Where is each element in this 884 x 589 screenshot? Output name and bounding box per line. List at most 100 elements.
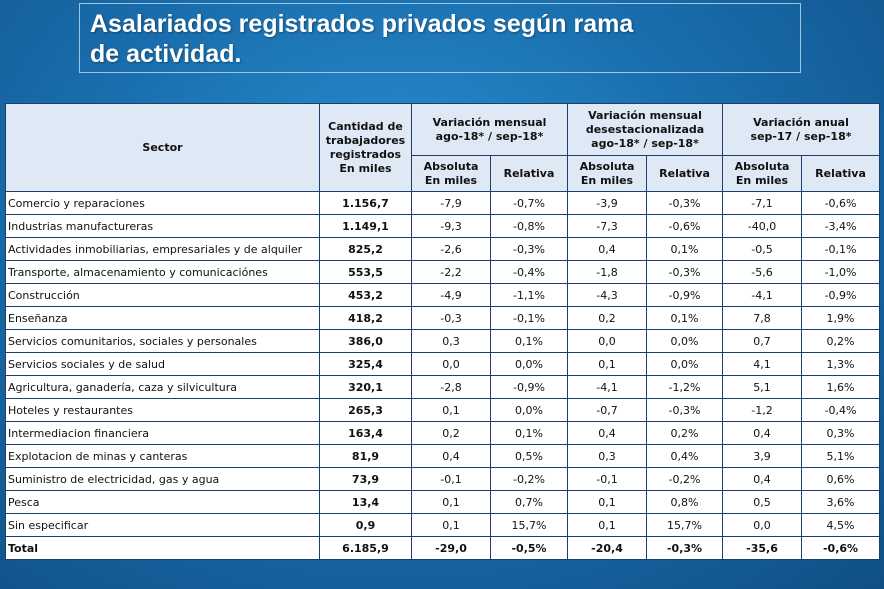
header-row-top: Sector Cantidad de trabajadores registrado… [5,103,881,192]
monthly-rel-cell: -0,1% [489,306,569,330]
sector-cell: Industrias manufactureras [5,214,320,238]
annual-abs-cell: -4,1 [722,283,803,307]
monthly-rel-cell: 0,5% [489,444,569,468]
deseason-abs-cell: 0,4 [567,421,648,445]
annual-abs-cell: -0,5 [722,237,803,261]
header-relative: Relativa [646,155,724,192]
header-relative: Relativa [801,155,881,192]
deseason-abs-cell: 0,0 [567,329,648,353]
sector-cell: Servicios comunitarios, sociales y perso… [5,329,320,353]
annual-rel-cell: 0,3% [801,421,881,445]
annual-abs-cell: 0,5 [722,490,803,514]
deseason-rel-cell: -0,3% [646,260,724,284]
monthly-abs-cell: 0,1 [411,513,491,537]
annual-rel-cell: -0,6% [801,191,881,215]
quantity-cell: 265,3 [319,398,412,422]
deseason-rel-cell: -1,2% [646,375,724,399]
table-row: Explotacion de minas y canteras 81,9 0,4 0,… [5,444,881,468]
deseason-rel-cell: -0,3% [646,191,724,215]
total-row: Total 6.185,9 -29,0 -0,5% -20,4 -0,3% -35,6 -0,… [5,536,881,560]
header-sector: Sector [5,103,320,192]
monthly-rel-cell: 0,0% [489,398,569,422]
monthly-rel-cell: -0,2% [489,467,569,491]
title-line-2: de actividad. [90,40,242,68]
table-row: Enseñanza 418,2 -0,3 -0,1% 0,2 0,1% 7,8 1,9% [5,306,881,330]
deseason-abs-cell: -4,3 [567,283,648,307]
annual-rel-cell: 1,6% [801,375,881,399]
deseason-abs-cell: -0,1 [567,467,648,491]
table-row: Hoteles y restaurantes 265,3 0,1 0,0% -0,7 -0… [5,398,881,422]
table-row: Transporte, almacenamiento y comunicació… [5,260,881,284]
total-deseason-abs: -20,4 [567,536,648,560]
sector-cell: Sin especificar [5,513,320,537]
header-absolute: Absoluta En miles [567,155,648,192]
annual-abs-cell: 0,7 [722,329,803,353]
table-row: Agricultura, ganadería, caza y silvicult… [5,375,881,399]
monthly-rel-cell: -0,7% [489,191,569,215]
sector-cell: Hoteles y restaurantes [5,398,320,422]
title-line-1: Asalariados registrados privados según r… [90,10,634,38]
sector-cell: Transporte, almacenamiento y comunicació… [5,260,320,284]
monthly-abs-cell: 0,4 [411,444,491,468]
quantity-cell: 81,9 [319,444,412,468]
monthly-abs-cell: -4,9 [411,283,491,307]
deseason-abs-cell: 0,1 [567,352,648,376]
deseason-abs-cell: 0,4 [567,237,648,261]
quantity-cell: 325,4 [319,352,412,376]
monthly-abs-cell: 0,1 [411,490,491,514]
table-row: Industrias manufactureras 1.149,1 -9,3 -0,8… [5,214,881,238]
sector-cell: Intermediacion financiera [5,421,320,445]
header-relative: Relativa [489,155,569,192]
annual-abs-cell: 0,4 [722,421,803,445]
quantity-cell: 453,2 [319,283,412,307]
annual-abs-cell: 7,8 [722,306,803,330]
employment-table: Sector Cantidad de trabajadores registrado… [5,103,881,560]
total-quantity: 6.185,9 [319,536,412,560]
deseason-rel-cell: 0,0% [646,352,724,376]
table-row: Actividades inmobiliarias, empresariales… [5,237,881,261]
monthly-rel-cell: 0,1% [489,421,569,445]
total-label: Total [5,536,320,560]
monthly-rel-cell: 0,0% [489,352,569,376]
monthly-abs-cell: 0,0 [411,352,491,376]
annual-abs-cell: -40,0 [722,214,803,238]
monthly-abs-cell: -7,9 [411,191,491,215]
monthly-abs-cell: -2,6 [411,237,491,261]
deseason-rel-cell: 15,7% [646,513,724,537]
annual-rel-cell: 0,6% [801,467,881,491]
monthly-abs-cell: 0,2 [411,421,491,445]
monthly-rel-cell: -0,4% [489,260,569,284]
monthly-abs-cell: -9,3 [411,214,491,238]
deseason-abs-cell: -0,7 [567,398,648,422]
deseason-rel-cell: 0,0% [646,329,724,353]
sector-cell: Construcción [5,283,320,307]
monthly-rel-cell: 0,7% [489,490,569,514]
annual-rel-cell: -3,4% [801,214,881,238]
quantity-cell: 320,1 [319,375,412,399]
annual-rel-cell: -0,4% [801,398,881,422]
monthly-rel-cell: 0,1% [489,329,569,353]
annual-abs-cell: 5,1 [722,375,803,399]
monthly-abs-cell: 0,1 [411,398,491,422]
annual-rel-cell: -1,0% [801,260,881,284]
annual-rel-cell: 1,3% [801,352,881,376]
table-row: Pesca 13,4 0,1 0,7% 0,1 0,8% 0,5 3,6% [5,490,881,514]
quantity-cell: 0,9 [319,513,412,537]
deseason-abs-cell: -3,9 [567,191,648,215]
total-monthly-abs: -29,0 [411,536,491,560]
annual-rel-cell: 1,9% [801,306,881,330]
monthly-abs-cell: -2,2 [411,260,491,284]
deseason-rel-cell: 0,1% [646,237,724,261]
sector-cell: Enseñanza [5,306,320,330]
quantity-cell: 553,5 [319,260,412,284]
annual-rel-cell: 0,2% [801,329,881,353]
header-seasonally-adjusted-variation: Variación mensual desestacionalizada ago-1… [567,103,724,156]
quantity-cell: 1.149,1 [319,214,412,238]
page-title: Asalariados registrados privados según r… [90,9,790,69]
annual-abs-cell: -1,2 [722,398,803,422]
monthly-rel-cell: 15,7% [489,513,569,537]
header-annual-variation: Variación anual sep-17 / sep-18* [722,103,881,156]
sector-cell: Comercio y reparaciones [5,191,320,215]
annual-rel-cell: -0,1% [801,237,881,261]
monthly-rel-cell: -1,1% [489,283,569,307]
